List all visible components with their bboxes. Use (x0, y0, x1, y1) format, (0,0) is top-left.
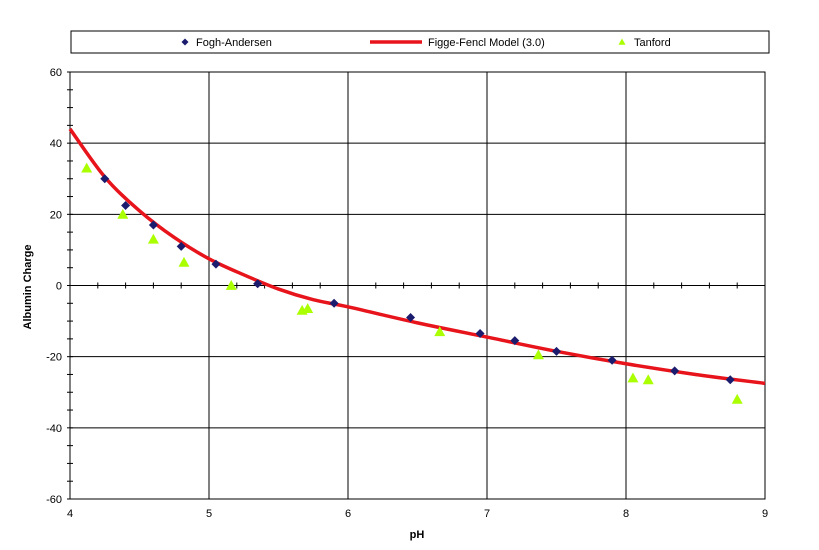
y-axis-title: Albumin Charge (22, 245, 34, 330)
data-point-fogh-andersen (253, 279, 263, 289)
data-point-fogh-andersen (475, 329, 485, 339)
data-point-tanford (81, 162, 93, 173)
data-point-fogh-andersen (148, 220, 158, 230)
x-axis-title: pH (410, 529, 425, 541)
data-point-fogh-andersen (121, 200, 131, 210)
data-point-fogh-andersen (552, 346, 561, 356)
data-point-tanford (117, 208, 129, 219)
data-point-fogh-andersen (607, 355, 617, 365)
data-point-tanford (627, 372, 639, 383)
data-point-fogh-andersen (510, 336, 520, 346)
data-point-tanford (731, 393, 743, 404)
data-point-fogh-andersen (329, 298, 339, 308)
data-point-tanford (302, 303, 314, 314)
data-point-tanford (147, 233, 159, 244)
legend-label: Figge-Fencl Model (3.0) (428, 37, 545, 49)
legend-swatch-fogh-andersen (181, 38, 189, 46)
legend-label: Tanford (634, 37, 671, 49)
data-point-tanford (434, 326, 446, 337)
legend: Fogh-Andersen Figge-Fencl Model (3.0) Tanf… (70, 30, 770, 54)
data-point-tanford (642, 374, 654, 385)
legend-label: Fogh-Andersen (196, 37, 272, 49)
x-tick-label: 5 (206, 508, 212, 520)
x-tick-label: 7 (484, 508, 490, 520)
legend-swatch-tanford (618, 38, 626, 45)
x-tick-label: 8 (623, 508, 629, 520)
data-point-fogh-andersen (176, 241, 186, 251)
x-tick-label: 6 (345, 508, 351, 520)
plot-area: 4 5 6 7 8 9 -60 -40 -20 0 20 40 60 (46, 67, 768, 520)
x-tick-label: 4 (67, 508, 73, 520)
data-point-fogh-andersen (100, 174, 110, 184)
x-tick-label: 9 (762, 508, 768, 520)
y-tick-label: 20 (50, 209, 62, 221)
y-tick-label: 40 (50, 138, 62, 150)
y-tick-label: -60 (46, 494, 62, 506)
y-tick-label: 0 (56, 281, 62, 293)
y-tick-label: 60 (50, 67, 62, 79)
data-point-tanford (532, 349, 544, 360)
y-tick-label: -40 (46, 423, 62, 435)
data-point-fogh-andersen (670, 366, 680, 376)
data-point-fogh-andersen (725, 375, 735, 385)
data-point-tanford (178, 256, 190, 267)
data-point-tanford (225, 280, 237, 290)
data-point-fogh-andersen (406, 313, 416, 323)
y-tick-label: -20 (46, 352, 62, 364)
data-point-fogh-andersen (211, 259, 221, 269)
